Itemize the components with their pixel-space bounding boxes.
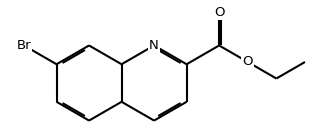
Text: N: N [149,39,159,52]
Text: O: O [214,6,224,19]
Text: O: O [242,55,253,68]
Text: Br: Br [17,39,31,52]
